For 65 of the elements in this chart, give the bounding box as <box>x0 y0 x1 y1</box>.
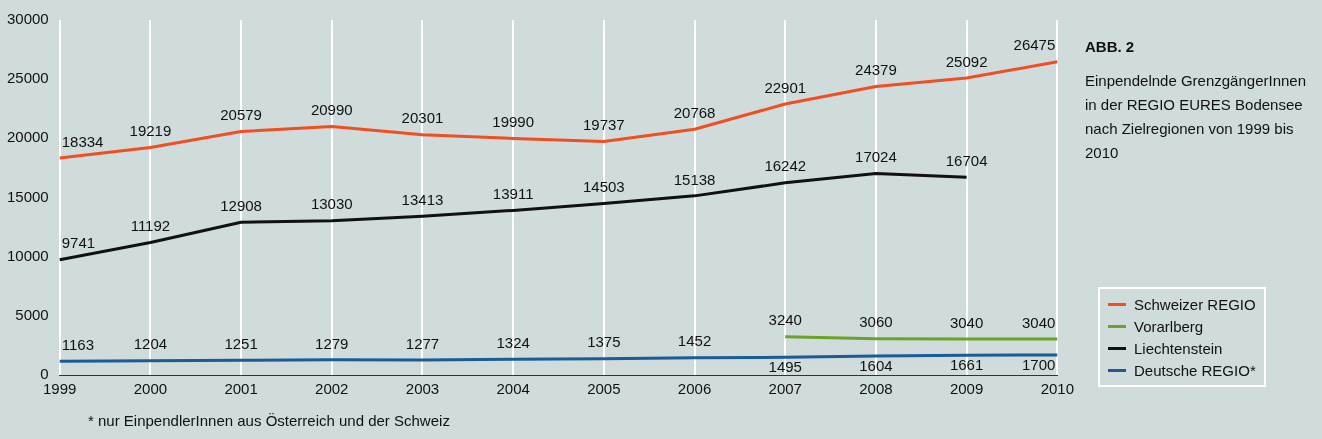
data-label: 18334 <box>61 132 104 150</box>
text: * nur EinpendlerInnen aus Österreich und der Schweiz <box>88 412 450 429</box>
y-tick-label: 10000 <box>6 246 49 264</box>
data-label: 1604 <box>859 356 893 374</box>
data-label: 13911 <box>492 185 534 203</box>
y-tick-label: 0 <box>40 365 49 383</box>
legend-label: Vorarlberg <box>1134 317 1204 335</box>
data-label: 1251 <box>224 334 258 352</box>
data-label: 3240 <box>768 311 802 329</box>
data-label: 1163 <box>61 335 94 353</box>
data-label: 1495 <box>768 357 802 375</box>
data-label: 1279 <box>315 334 349 352</box>
legend-label: Schweizer REGIO <box>1134 295 1256 313</box>
x-tick-label: 2002 <box>315 380 349 398</box>
data-label: 1375 <box>587 333 621 351</box>
data-label: 9741 <box>61 234 96 252</box>
y-tick-label: 25000 <box>6 69 49 87</box>
data-label: 3040 <box>949 313 984 331</box>
data-label: 3040 <box>1021 313 1056 331</box>
data-label: 1277 <box>405 334 440 352</box>
data-label: 20768 <box>673 103 716 121</box>
data-label: 1661 <box>949 355 984 373</box>
data-label: 11192 <box>130 217 171 235</box>
data-label: 20990 <box>310 101 353 119</box>
x-tick-label: 2007 <box>768 380 802 398</box>
data-label: 19990 <box>492 113 535 131</box>
data-label: 22901 <box>764 78 807 96</box>
data-label: 16242 <box>764 157 807 175</box>
legend-label: Deutsche REGIO* <box>1134 361 1256 379</box>
data-label: 25092 <box>945 52 988 70</box>
data-label: 15138 <box>673 170 716 188</box>
x-tick-label: 2003 <box>405 380 440 398</box>
data-label: 3060 <box>859 313 893 331</box>
data-label: 20301 <box>401 109 444 127</box>
text: Einpendelnde GrenzgängerInnen in der REGIO EURES Bodensee nach Zielregionen von 1999 bis 2010 <box>1085 71 1307 163</box>
y-tick-label: 20000 <box>6 128 49 146</box>
x-tick-label: 2006 <box>677 380 712 398</box>
data-label: 14503 <box>583 178 625 196</box>
data-label: 12908 <box>220 196 262 214</box>
y-tick-label: 15000 <box>6 187 49 205</box>
x-tick-label: 2000 <box>133 380 168 398</box>
data-label: 24379 <box>855 61 897 79</box>
y-tick-label: 30000 <box>6 10 49 28</box>
x-tick-label: 2010 <box>1040 380 1074 398</box>
data-label: 20579 <box>220 106 262 124</box>
x-tick-label: 1999 <box>43 380 77 398</box>
data-label: 19219 <box>129 122 172 140</box>
data-label: 16704 <box>945 151 988 169</box>
y-tick-label: 5000 <box>15 305 49 323</box>
x-tick-label: 2009 <box>949 380 984 398</box>
data-label: 1324 <box>496 333 530 351</box>
data-label: 1452 <box>677 332 712 350</box>
x-tick-label: 2004 <box>496 380 530 398</box>
data-label: 1204 <box>133 335 168 353</box>
x-tick-label: 2005 <box>587 380 621 398</box>
data-label: 26475 <box>1013 36 1056 54</box>
x-tick-label: 2001 <box>224 380 258 398</box>
data-label: 13413 <box>401 190 444 208</box>
data-label: 19737 <box>583 116 625 134</box>
data-label: 1700 <box>1021 355 1056 373</box>
legend-label: Liechtenstein <box>1134 339 1223 357</box>
data-label: 17024 <box>855 148 897 166</box>
text: ABB. 2 <box>1085 38 1136 55</box>
x-tick-label: 2008 <box>859 380 893 398</box>
data-label: 13030 <box>310 195 353 213</box>
